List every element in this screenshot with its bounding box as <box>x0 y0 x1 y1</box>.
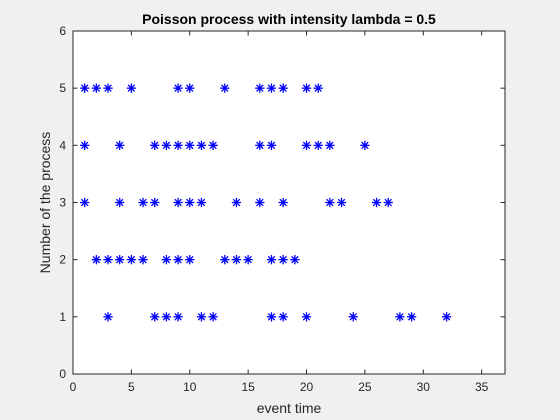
data-point-asterisk <box>313 83 323 93</box>
data-point-asterisk <box>80 140 90 150</box>
data-point-asterisk <box>138 197 148 208</box>
data-point-asterisk <box>301 83 312 93</box>
data-point-asterisk <box>290 255 300 265</box>
x-tick-label: 25 <box>358 380 372 394</box>
data-point-asterisk <box>115 140 125 150</box>
data-point-asterisk <box>185 255 195 265</box>
axes-box <box>72 30 506 375</box>
data-point-asterisk <box>371 197 382 208</box>
data-point-asterisk <box>278 83 288 93</box>
axes-background <box>73 31 505 374</box>
data-point-asterisk <box>115 255 125 265</box>
data-point-asterisk <box>278 255 288 265</box>
data-point-asterisk <box>161 255 172 265</box>
x-tick-label: 20 <box>300 380 314 394</box>
data-point-asterisk <box>255 140 265 150</box>
data-point-asterisk <box>325 140 335 150</box>
data-point-asterisk <box>103 312 113 322</box>
data-point-asterisk <box>231 197 242 208</box>
x-tick-label: 5 <box>128 380 135 394</box>
x-tick-label: 35 <box>475 380 489 394</box>
data-point-asterisk <box>196 197 207 208</box>
data-point-asterisk <box>103 255 113 265</box>
y-tick-label: 5 <box>59 81 66 95</box>
data-point-asterisk <box>173 140 183 150</box>
data-point-asterisk <box>126 83 137 93</box>
data-point-asterisk <box>266 83 277 93</box>
data-point-asterisk <box>185 197 195 208</box>
data-point-asterisk <box>395 312 405 322</box>
data-point-asterisk <box>161 312 172 322</box>
data-point-asterisk <box>173 255 183 265</box>
data-point-asterisk <box>138 255 148 265</box>
data-point-asterisk <box>325 197 335 208</box>
data-point-asterisk <box>80 197 90 208</box>
y-tick-label: 4 <box>59 138 66 152</box>
data-point-asterisk <box>91 83 102 93</box>
data-point-asterisk <box>173 83 183 93</box>
data-point-asterisk <box>255 197 265 208</box>
data-point-asterisk <box>126 255 137 265</box>
data-point-asterisk <box>255 83 265 93</box>
x-axis-label: event time <box>257 400 322 416</box>
data-point-asterisk <box>173 312 183 322</box>
data-point-asterisk <box>208 140 218 150</box>
data-point-asterisk <box>360 140 370 150</box>
data-point-asterisk <box>278 197 288 208</box>
data-point-asterisk <box>301 312 312 322</box>
y-axis-label: Number of the process <box>37 132 53 274</box>
data-point-asterisk <box>80 83 90 93</box>
data-point-asterisk <box>196 312 207 322</box>
data-point-asterisk <box>266 140 277 150</box>
data-point-asterisk <box>231 255 242 265</box>
data-point-asterisk <box>441 312 452 322</box>
data-point-asterisk <box>185 83 195 93</box>
data-point-asterisk <box>196 140 207 150</box>
chart-title: Poisson process with intensity lambda = … <box>142 11 436 27</box>
data-point-asterisk <box>336 197 347 208</box>
data-point-asterisk <box>185 140 195 150</box>
data-point-asterisk <box>220 255 230 265</box>
data-point-asterisk <box>115 197 125 208</box>
data-point-asterisk <box>278 312 288 322</box>
data-point-asterisk <box>150 197 160 208</box>
data-point-asterisk <box>103 83 113 93</box>
data-point-asterisk <box>150 312 160 322</box>
data-point-asterisk <box>406 312 417 322</box>
y-tick-label: 2 <box>59 253 66 267</box>
data-point-asterisk <box>150 140 160 150</box>
data-point-asterisk <box>348 312 358 322</box>
y-tick-label: 3 <box>59 196 66 210</box>
data-point-asterisk <box>243 255 253 265</box>
data-point-asterisk <box>91 255 102 265</box>
data-point-asterisk <box>161 140 172 150</box>
data-point-asterisk <box>266 255 277 265</box>
data-point-asterisk <box>383 197 393 208</box>
x-tick-label: 0 <box>70 380 77 394</box>
x-tick-label: 10 <box>183 380 197 394</box>
data-point-asterisk <box>266 312 277 322</box>
x-tick-label: 15 <box>241 380 255 394</box>
x-tick-label: 30 <box>417 380 431 394</box>
y-tick-label: 1 <box>59 310 66 324</box>
data-point-asterisk <box>301 140 312 150</box>
axis-ticks: 0 5 10 15 20 25 30 35 0 1 2 3 4 5 6 <box>59 24 505 394</box>
data-point-asterisk <box>173 197 183 208</box>
data-point-asterisk <box>220 83 230 93</box>
y-tick-label: 0 <box>59 367 66 381</box>
data-point-asterisk <box>313 140 323 150</box>
data-markers <box>80 83 452 322</box>
data-point-asterisk <box>208 312 218 322</box>
y-tick-label: 6 <box>59 24 66 38</box>
